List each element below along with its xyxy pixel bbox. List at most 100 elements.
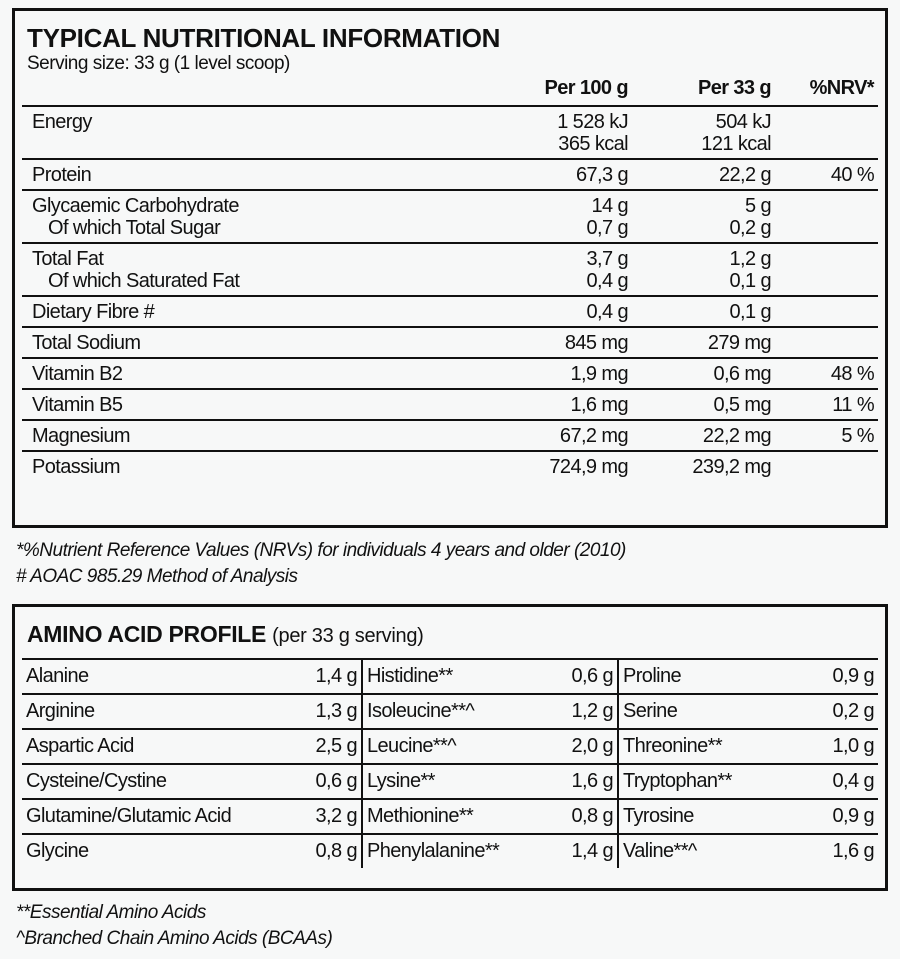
amino-name: Alanine: [22, 658, 292, 695]
amino-value: 0,9 g: [808, 658, 878, 695]
amino-name: Tyrosine: [618, 798, 808, 835]
amino-row: Cysteine/Cystine 0,6 g Lysine** 1,6 g Trypto…: [22, 763, 878, 800]
value-per-100g: 724,9 mg: [492, 450, 632, 481]
amino-panel: AMINO ACID PROFILE (per 33 g serving) Al…: [12, 604, 888, 891]
value-per-100g-line: 1 528 kJ: [557, 111, 628, 133]
nutrient-row: Vitamin B2 1,9 mg 0,6 mg 48 %: [22, 357, 878, 389]
amino-name: Lysine**: [362, 763, 552, 800]
nutrition-table: Per 100 g Per 33 g %NRV* Energy 1 528 kJ 3…: [22, 71, 878, 481]
value-per-100g: 0,4 g: [492, 295, 632, 327]
value-nrv: [775, 242, 878, 296]
amino-table: Alanine 1,4 g Histidine** 0,6 g Proline 0,9 g…: [22, 658, 878, 868]
amino-name: Methionine**: [362, 798, 552, 835]
value-per-100g: 1,9 mg: [492, 357, 632, 389]
amino-name: Tryptophan**: [618, 763, 808, 800]
header-nrv: %NRV*: [809, 76, 875, 99]
value-per-100g-line: 0,4 g: [586, 301, 629, 323]
nutrient-name: Dietary Fibre #: [22, 295, 492, 327]
amino-value: 1,4 g: [292, 658, 363, 695]
amino-name: Threonine**: [618, 728, 808, 765]
value-per-100g-line: 14 g: [591, 195, 628, 217]
amino-name: Serine: [618, 693, 808, 730]
nutrient-name-line: Magnesium: [32, 425, 131, 447]
value-per-33g: 0,1 g: [632, 295, 775, 327]
value-per-100g-line: 0,4 g: [586, 270, 629, 292]
nutrient-row: Dietary Fibre # 0,4 g 0,1 g: [22, 295, 878, 327]
serving-size: Serving size: 33 g (1 level scoop): [27, 53, 290, 74]
header-per-100g: Per 100 g: [544, 76, 628, 99]
nutrient-name: Total Fat Of which Saturated Fat: [22, 242, 492, 296]
amino-name: Histidine**: [362, 658, 552, 695]
nutrient-name: Energy: [22, 105, 492, 159]
amino-name: Valine**^: [618, 833, 808, 868]
value-per-33g: 239,2 mg: [632, 450, 775, 481]
nutrient-name-line: Energy: [32, 111, 92, 133]
value-nrv: [775, 295, 878, 327]
header-per-33g: Per 33 g: [697, 76, 772, 99]
nutrition-panel: TYPICAL NUTRITIONAL INFORMATION Serving …: [12, 8, 888, 528]
value-per-100g: 67,3 g: [492, 158, 632, 190]
nutrient-row: Vitamin B5 1,6 mg 0,5 mg 11 %: [22, 388, 878, 420]
amino-value: 1,2 g: [552, 693, 619, 730]
nutrient-name-line: Total Fat: [32, 248, 104, 270]
amino-name: Phenylalanine**: [362, 833, 552, 868]
value-nrv: 11 %: [775, 388, 878, 420]
amino-value: 0,8 g: [552, 798, 619, 835]
nutrient-name: Potassium: [22, 450, 492, 481]
value-per-100g-line: 1,6 mg: [570, 394, 628, 416]
amino-value: 1,4 g: [552, 833, 619, 868]
value-nrv: 48 %: [775, 357, 878, 389]
amino-value: 1,0 g: [808, 728, 878, 765]
amino-title-line: AMINO ACID PROFILE (per 33 g serving): [27, 621, 424, 648]
amino-value: 0,9 g: [808, 798, 878, 835]
value-per-100g: 14 g 0,7 g: [492, 189, 632, 243]
nutrient-name-line: Vitamin B5: [32, 394, 123, 416]
amino-name: Isoleucine**^: [362, 693, 552, 730]
amino-value: 0,4 g: [808, 763, 878, 800]
amino-value: 0,6 g: [552, 658, 619, 695]
nutrient-name-line: Total Sodium: [32, 332, 141, 354]
value-nrv: [775, 189, 878, 243]
amino-row: Alanine 1,4 g Histidine** 0,6 g Proline 0,9 g: [22, 658, 878, 695]
value-per-33g-line: 0,1 g: [729, 270, 772, 292]
value-per-100g: 1 528 kJ 365 kcal: [492, 105, 632, 159]
footnote-nrv: *%Nutrient Reference Values (NRVs) for i…: [16, 540, 626, 561]
value-per-33g: 1,2 g 0,1 g: [632, 242, 775, 296]
value-per-33g-line: 0,1 g: [729, 301, 772, 323]
footnote-essential: **Essential Amino Acids: [16, 902, 206, 923]
value-per-100g: 67,2 mg: [492, 419, 632, 451]
value-per-33g-line: 0,5 mg: [713, 394, 771, 416]
nutrient-row: Magnesium 67,2 mg 22,2 mg 5 %: [22, 419, 878, 451]
amino-name: Proline: [618, 658, 808, 695]
nutrient-name-line: Glycaemic Carbohydrate: [32, 195, 239, 217]
amino-value: 2,0 g: [552, 728, 619, 765]
nutrient-name: Protein: [22, 158, 492, 190]
value-per-33g-line: 22,2 mg: [702, 425, 772, 447]
value-per-100g-line: 67,2 mg: [559, 425, 629, 447]
amino-value: 2,5 g: [292, 728, 363, 765]
value-per-100g: 845 mg: [492, 326, 632, 358]
amino-row: Glycine 0,8 g Phenylalanine** 1,4 g Valine**…: [22, 833, 878, 868]
value-per-100g-line: 365 kcal: [558, 133, 628, 155]
value-per-33g-line: 5 g: [744, 195, 772, 217]
amino-value: 3,2 g: [292, 798, 363, 835]
nutrient-name-line: Of which Total Sugar: [48, 217, 221, 239]
value-per-100g-line: 1,9 mg: [570, 363, 628, 385]
value-per-100g-line: 845 mg: [564, 332, 629, 354]
nutrient-row: Total Sodium 845 mg 279 mg: [22, 326, 878, 358]
amino-name: Aspartic Acid: [22, 728, 292, 765]
amino-name: Glycine: [22, 833, 292, 868]
value-nrv: 5 %: [775, 419, 878, 451]
amino-row: Arginine 1,3 g Isoleucine**^ 1,2 g Serine 0,2…: [22, 693, 878, 730]
amino-title: AMINO ACID PROFILE: [27, 621, 267, 647]
amino-value: 1,6 g: [552, 763, 619, 800]
amino-serving: (per 33 g serving): [272, 625, 424, 647]
nutrient-name-line: Vitamin B2: [32, 363, 123, 385]
amino-value: 0,8 g: [292, 833, 363, 868]
value-per-33g-line: 239,2 mg: [692, 456, 771, 478]
value-per-33g-line: 1,2 g: [729, 248, 772, 270]
nutrient-row: Glycaemic Carbohydrate Of which Total Sug…: [22, 189, 878, 243]
footnote-bcaa: ^Branched Chain Amino Acids (BCAAs): [16, 928, 333, 949]
value-per-33g-line: 121 kcal: [701, 133, 771, 155]
value-per-33g-line: 0,6 mg: [713, 363, 771, 385]
